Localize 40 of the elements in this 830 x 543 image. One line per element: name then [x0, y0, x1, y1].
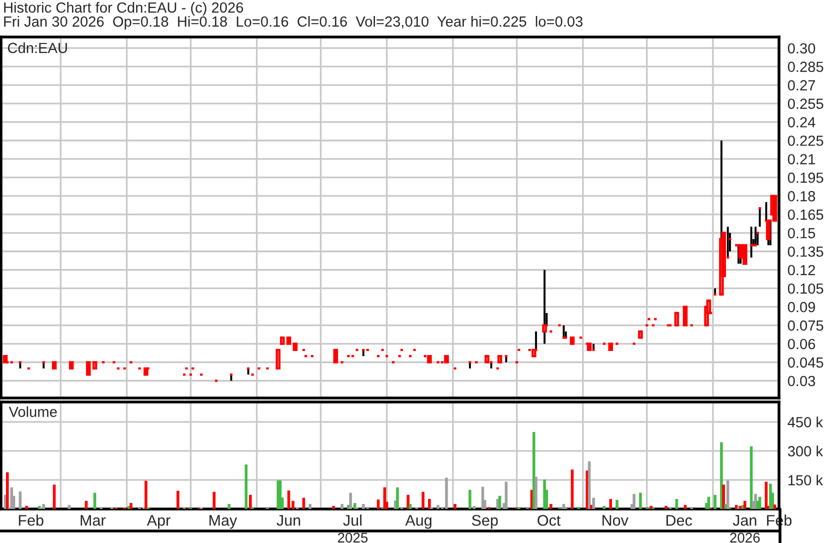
y-tick-label: 0.075 [788, 320, 824, 331]
x-tick-label: Dec [666, 515, 692, 526]
y-tick-label: 0.225 [788, 136, 824, 146]
annotation: Cdn:EAU [8, 42, 67, 54]
y-tick-label: 0.03 [788, 376, 816, 386]
y-tick-label: 0.18 [788, 191, 816, 202]
y-tick-label: 0.30 [788, 43, 816, 54]
y-tick-label: 0.15 [788, 228, 816, 238]
y-tick-label: 0.285 [788, 62, 824, 72]
y-tick-label: 0.255 [788, 98, 824, 109]
y-tick-label: 300 k [788, 446, 824, 456]
x2-tick-label: 2026 [730, 532, 760, 543]
x-tick-label: Jul [343, 514, 362, 526]
y-tick-label: 150 k [788, 474, 824, 486]
x-tick-label: Apr [146, 515, 170, 529]
y-tick-label: 0.045 [788, 357, 824, 368]
y-tick-label: 0.195 [788, 172, 824, 183]
y-tick-label: 0.165 [788, 210, 824, 220]
x-tick-label: May [210, 515, 238, 529]
x-tick-label: Oct [538, 514, 561, 526]
x2-tick-label: 2025 [338, 532, 368, 543]
y-tick-label: 0.06 [788, 338, 816, 350]
y-tick-label: 450 k [788, 416, 824, 428]
chart-title: Historic Chart for Cdn:EAU - (c) 2026 [4, 2, 244, 16]
y-tick-label: 0.24 [788, 117, 816, 128]
y-tick-label: 0.135 [788, 246, 824, 257]
x-tick-label: Jun [276, 515, 300, 526]
x-tick-label: Feb [18, 514, 44, 526]
y-tick-label: 0.12 [788, 264, 815, 276]
y-tick-label: 0.09 [788, 302, 816, 312]
x-tick-label: Jan [732, 515, 756, 526]
y-tick-label: 0.105 [788, 283, 824, 294]
y-tick-label: 0.27 [788, 80, 815, 90]
chart-subtitle: Fri Jan 30 2026 Op=0.18 Hi=0.18 Lo=0.16 Cl=0.16 Vol=23,010 Year hi=0.225 lo=0.03 [4, 16, 583, 30]
x-tick-label: Sep [472, 514, 498, 529]
x-tick-label: Nov [602, 515, 628, 526]
y-tick-label: 0.21 [788, 154, 816, 164]
x-tick-label: Aug [405, 515, 432, 529]
chart-title: Volume [8, 406, 57, 417]
x-tick-label: Mar [80, 515, 106, 526]
